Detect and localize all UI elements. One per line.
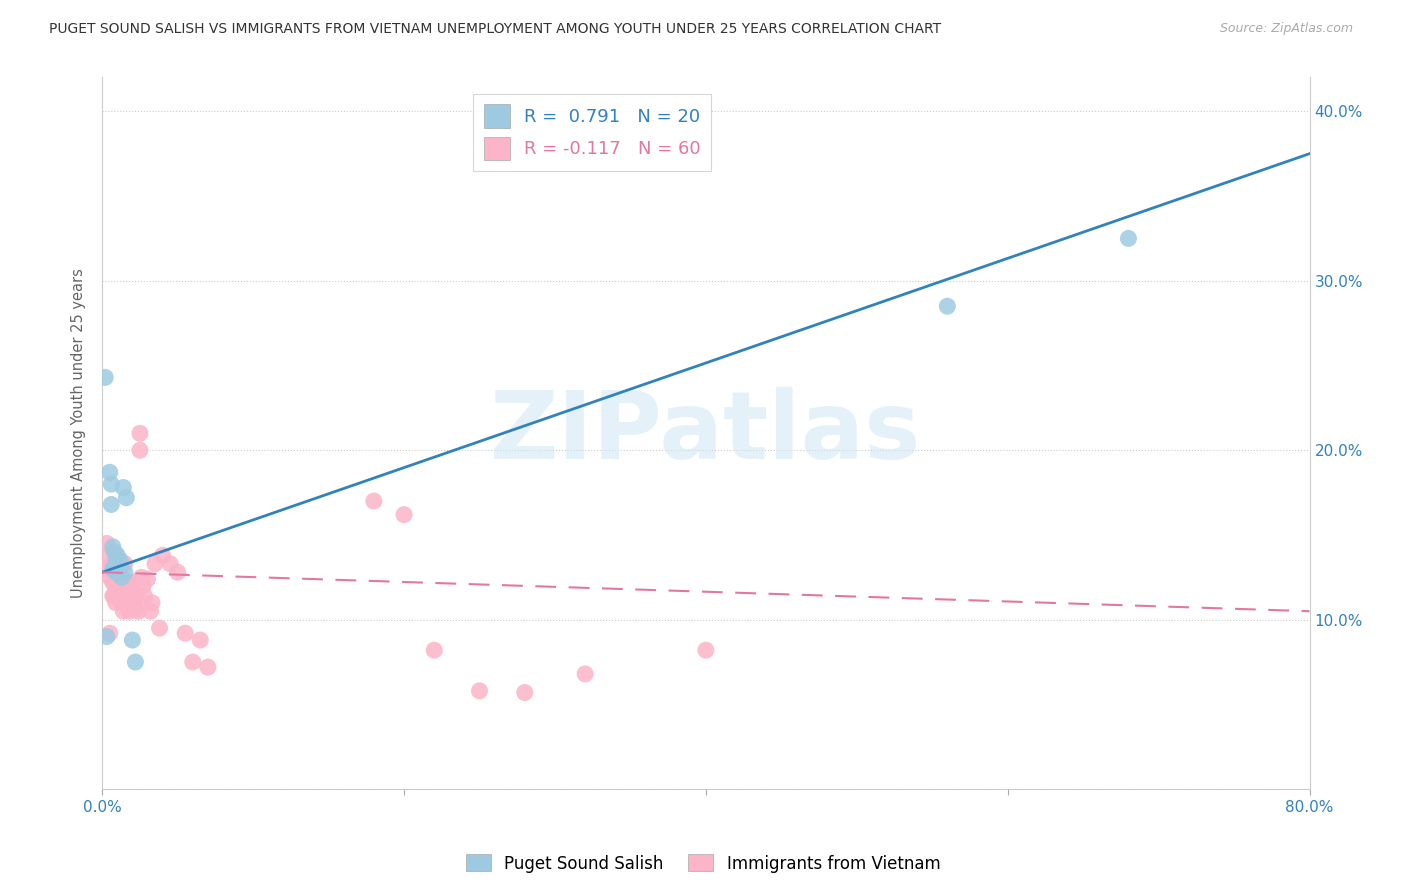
Point <box>105 549 128 563</box>
Point <box>121 587 143 601</box>
Point <box>108 562 131 576</box>
Point <box>695 643 717 657</box>
Point <box>110 589 132 603</box>
Point <box>122 596 145 610</box>
Legend: R =  0.791   N = 20, R = -0.117   N = 60: R = 0.791 N = 20, R = -0.117 N = 60 <box>474 94 711 170</box>
Point <box>94 370 117 384</box>
Point <box>101 589 124 603</box>
Point <box>363 494 385 508</box>
Point <box>468 684 491 698</box>
Legend: Puget Sound Salish, Immigrants from Vietnam: Puget Sound Salish, Immigrants from Viet… <box>458 847 948 880</box>
Point <box>101 562 124 576</box>
Point <box>104 553 127 567</box>
Point <box>112 579 135 593</box>
Point <box>96 536 118 550</box>
Point <box>197 660 219 674</box>
Point <box>121 633 143 648</box>
Point <box>1118 231 1140 245</box>
Point <box>101 540 124 554</box>
Point <box>139 604 162 618</box>
Point <box>101 575 124 590</box>
Point <box>120 579 142 593</box>
Point <box>115 589 138 603</box>
Point <box>104 579 127 593</box>
Point <box>121 575 143 590</box>
Point <box>152 549 174 563</box>
Point <box>103 562 125 576</box>
Point <box>188 633 211 648</box>
Point <box>115 575 138 590</box>
Point <box>117 596 139 610</box>
Point <box>112 481 135 495</box>
Point <box>103 545 125 559</box>
Point <box>124 587 146 601</box>
Point <box>124 602 146 616</box>
Point <box>574 667 596 681</box>
Point <box>104 596 127 610</box>
Point <box>103 589 125 603</box>
Point <box>141 596 163 610</box>
Text: PUGET SOUND SALISH VS IMMIGRANTS FROM VIETNAM UNEMPLOYMENT AMONG YOUTH UNDER 25 : PUGET SOUND SALISH VS IMMIGRANTS FROM VI… <box>49 22 942 37</box>
Point <box>115 491 138 505</box>
Point <box>94 562 117 576</box>
Point <box>111 596 134 610</box>
Point <box>114 575 136 590</box>
Point <box>513 685 536 699</box>
Point <box>181 655 204 669</box>
Y-axis label: Unemployment Among Youth under 25 years: Unemployment Among Youth under 25 years <box>72 268 86 599</box>
Point <box>98 570 121 584</box>
Point <box>104 566 127 580</box>
Point <box>131 570 153 584</box>
Point <box>112 604 135 618</box>
Point <box>100 477 122 491</box>
Point <box>392 508 415 522</box>
Point <box>124 655 146 669</box>
Text: Source: ZipAtlas.com: Source: ZipAtlas.com <box>1219 22 1353 36</box>
Point <box>98 465 121 479</box>
Point <box>105 562 128 576</box>
Point <box>136 572 159 586</box>
Point <box>103 575 125 590</box>
Point <box>118 604 141 618</box>
Point <box>97 549 120 563</box>
Point <box>129 443 152 458</box>
Point <box>111 570 134 584</box>
Point <box>143 557 166 571</box>
Point <box>110 553 132 567</box>
Point <box>100 498 122 512</box>
Point <box>159 557 181 571</box>
Point <box>132 579 155 593</box>
Point <box>98 626 121 640</box>
Point <box>114 589 136 603</box>
Point <box>118 587 141 601</box>
Point <box>423 643 446 657</box>
Point <box>134 589 156 603</box>
Text: ZIPatlas: ZIPatlas <box>491 387 921 479</box>
Point <box>96 630 118 644</box>
Point <box>166 566 188 580</box>
Point <box>936 299 959 313</box>
Point <box>114 557 136 571</box>
Point <box>148 621 170 635</box>
Point <box>108 582 131 597</box>
Point <box>105 579 128 593</box>
Point <box>100 558 122 573</box>
Point <box>174 626 197 640</box>
Point <box>117 581 139 595</box>
Point <box>129 426 152 441</box>
Point <box>127 604 149 618</box>
Point <box>125 587 148 601</box>
Point <box>114 566 136 580</box>
